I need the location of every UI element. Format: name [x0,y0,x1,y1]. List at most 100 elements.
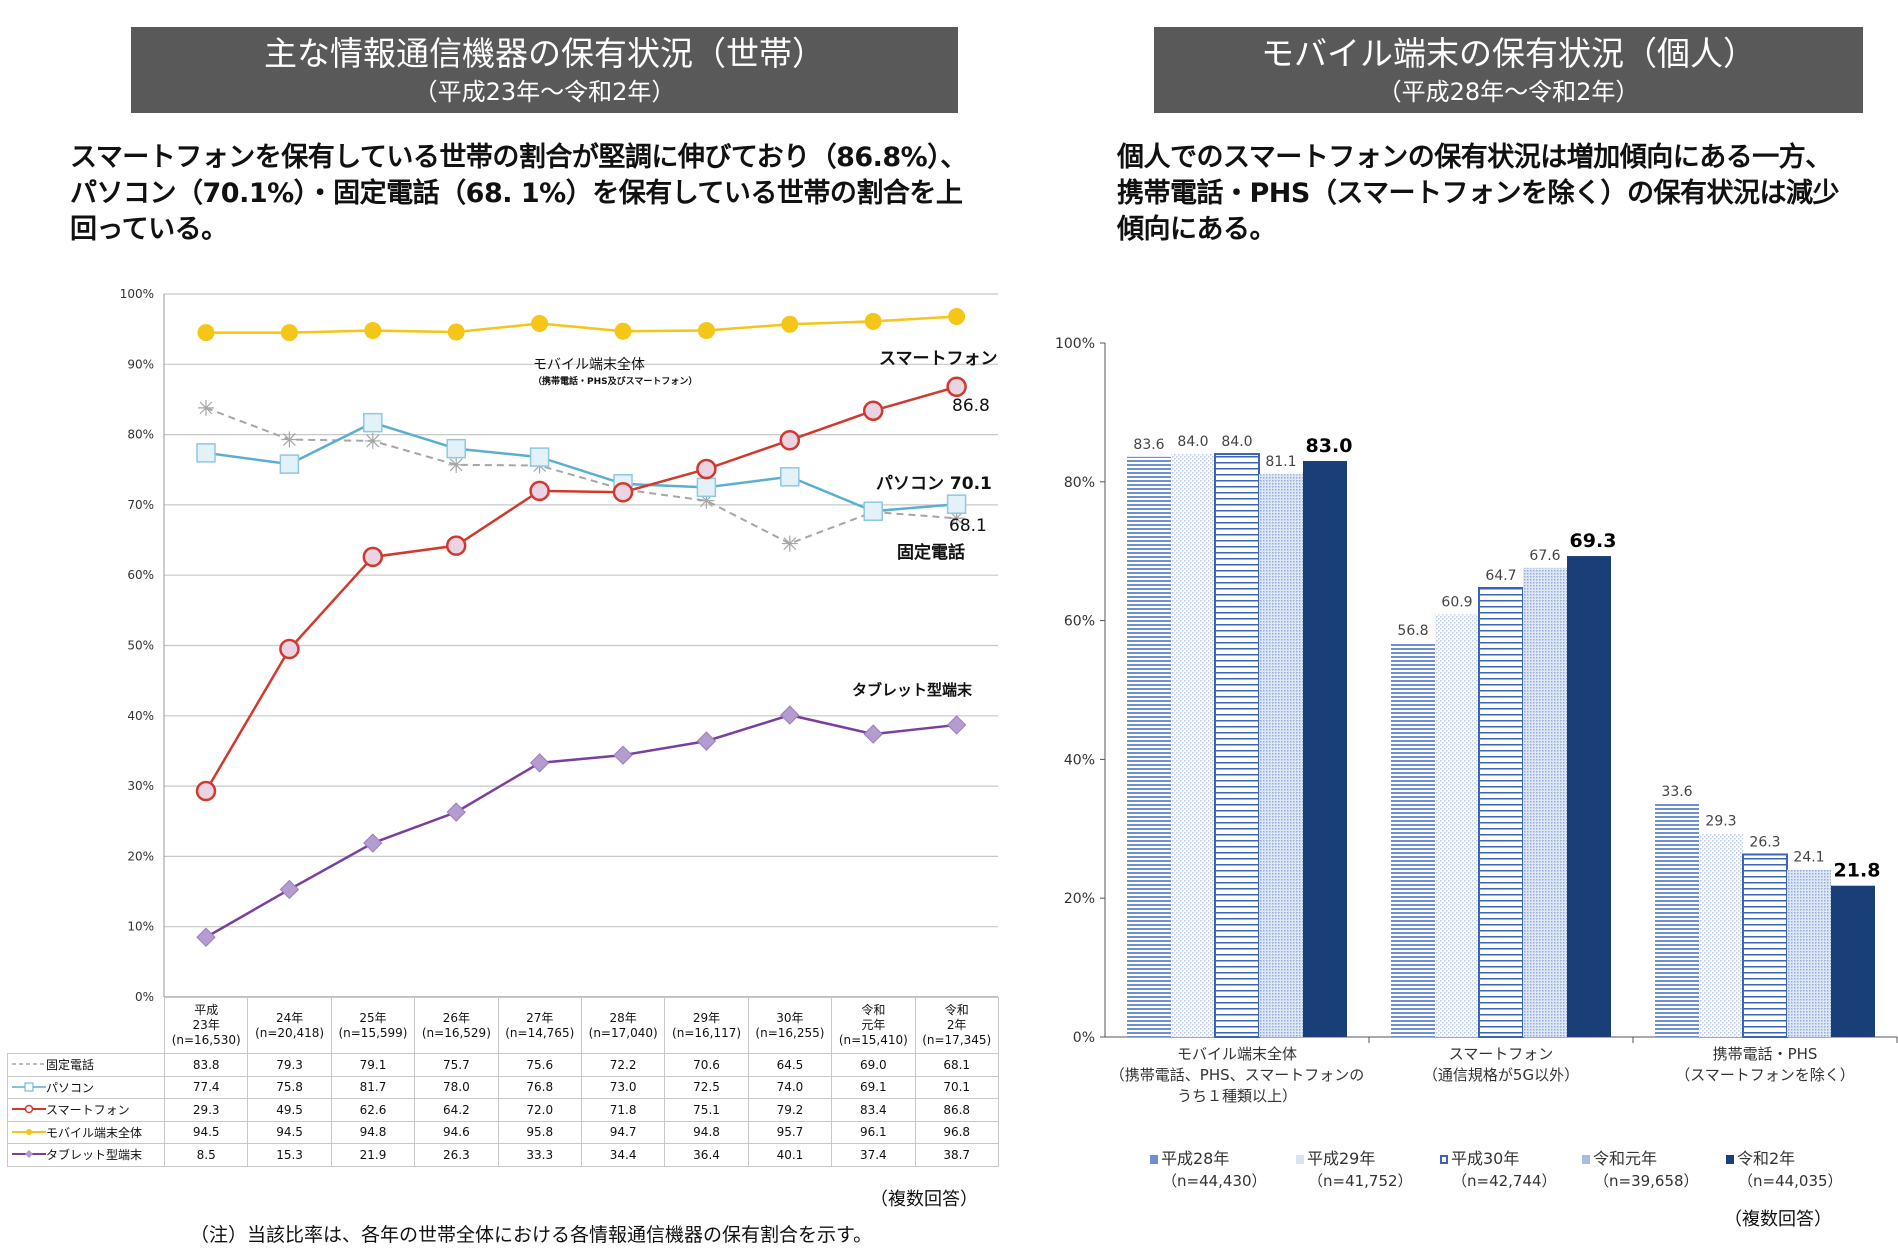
y-tick-label: 100% [120,287,154,301]
series-line-4 [205,713,957,939]
data-point-mobile [364,322,382,340]
y-tick-label: 40% [1064,752,1095,768]
bar-令和元年 [1523,567,1567,1037]
bar-平成30年 [1478,586,1524,1038]
category-label: 元年 [861,1018,886,1032]
category-label: うち１種類以上） [1177,1087,1297,1105]
legend-item: 令和2年 （n=44,035） [1726,1148,1843,1192]
legend-swatch-icon [1296,1155,1304,1164]
table-cell: 83.4 [831,1098,916,1122]
table-cell: 29.3 [163,1098,249,1122]
data-label: 33.6 [1661,784,1692,800]
legend-marker-icon [12,1148,46,1162]
data-point-tablet [613,745,633,765]
table-column-header: 25年 (n=15,599) [330,997,416,1054]
y-tick-label: 40% [127,709,154,723]
right-subtitle: （平成28年～令和2年） [1377,78,1640,106]
lead-line: 携帯電話・PHS（スマートフォンを除く）の保有状況は減少 [1117,178,1840,209]
bar-平成28年 [1391,642,1435,1037]
data-label: 84.0 [1177,434,1208,450]
left-subtitle: （平成23年～令和2年） [413,78,676,106]
table-row: スマートフォン 29.3 49.5 62.6 64.2 72.0 71.8 75.1 79.2 8… [7,1098,999,1122]
category-label: （携帯電話、PHS、スマートフォンの [1110,1066,1364,1084]
data-point-pc [863,501,883,521]
series-name: パソコン [46,1080,95,1095]
table-cell: 94.8 [330,1120,416,1144]
table-cell: 96.1 [831,1120,916,1144]
data-point-mobile [197,324,215,342]
annotation-smartphone: スマートフォン [879,349,998,369]
table-cell: 34.4 [580,1143,666,1167]
category-label: 30年 [776,1010,804,1025]
table-cell: 94.5 [247,1120,332,1144]
data-point-pc [946,494,967,514]
series-line-1 [205,421,957,513]
legend-label: 平成28年 [1161,1149,1230,1168]
table-cell: 94.7 [580,1120,666,1144]
series-line-0 [205,406,957,545]
data-point-landline [364,432,381,449]
table-cell: 95.7 [747,1120,833,1144]
table-row-label: パソコン [7,1075,165,1099]
data-point-tablet [780,705,800,725]
data-point-pc [696,477,717,498]
table-cell: 72.5 [664,1075,749,1099]
bar-平成30年 [1742,853,1788,1039]
lead-line: 傾向にある。 [1117,214,1277,245]
category-label: 23年 [192,1018,220,1032]
legend-label: 平成29年 [1307,1149,1376,1168]
y-tick-label: 100% [1055,336,1095,352]
table-row-label: タブレット型端末 [7,1143,165,1167]
y-tick-label: 20% [1064,891,1095,907]
data-label: 83.6 [1133,437,1164,453]
data-point-tablet [946,715,967,735]
data-point-smartphone [279,638,300,660]
data-label: 84.0 [1221,434,1252,450]
table-cell: 70.6 [664,1053,749,1077]
data-label: 81.1 [1265,454,1296,470]
data-point-pc [780,467,800,487]
table-cell: 75.7 [414,1053,499,1077]
y-tick-label: 70% [127,498,154,512]
table-cell: 74.0 [747,1075,833,1099]
table-cell: 75.6 [497,1053,582,1077]
table-cell: 81.7 [330,1075,416,1099]
table-row: パソコン 77.4 75.8 81.7 78.0 76.8 73.0 72.5 74.0 69.1… [7,1075,999,1099]
table-cell: 37.4 [831,1143,916,1167]
table-cell: 64.2 [414,1098,499,1122]
table-cell: 8.5 [163,1143,249,1167]
table-column-header: 令和 元年 (n=15,410) [831,997,916,1054]
bar-令和2年 [1831,885,1875,1037]
y-tick-label: 10% [127,920,154,934]
legend-item: 平成29年 （n=41,752） [1296,1148,1413,1192]
lead-line: 個人でのスマートフォンの保有状況は増加傾向にある一方、 [1117,142,1832,173]
table-column-header: 平成 23年 (n=16,530) [163,997,249,1054]
legend-item: 平成30年 （n=42,744） [1440,1148,1557,1192]
bar-平成29年 [1435,614,1479,1037]
table-row-label: モバイル端末全体 [7,1120,165,1144]
table-cell: 38.7 [914,1143,999,1167]
table-column-header: 26年 (n=16,529) [414,997,499,1054]
category-label: (n=20,418) [255,1025,325,1040]
table-cell: 95.8 [497,1120,582,1144]
table-cell: 62.6 [330,1098,416,1122]
table-cell: 83.8 [163,1053,249,1077]
table-cell: 72.0 [497,1098,582,1122]
lead-line: 回っている。 [70,214,228,245]
table-row: タブレット型端末 8.5 15.3 21.9 26.3 33.3 34.4 36.4 40.1 3… [7,1143,999,1167]
category-label: 携帯電話・PHS [1713,1045,1818,1063]
data-point-mobile [781,315,799,333]
table-row-label: スマートフォン [7,1098,165,1122]
category-label: (n=16,529) [421,1025,491,1040]
legend-sample-size: （n=44,035） [1738,1172,1843,1190]
legend-marker-icon [12,1126,46,1140]
data-point-smartphone [362,546,384,568]
table-cell: 33.3 [497,1143,582,1167]
data-point-tablet [529,753,550,773]
data-point-smartphone [696,458,717,480]
data-point-mobile [697,322,715,340]
data-point-tablet [696,731,717,751]
annotation-landline-value: 68.1 [949,516,987,536]
table-cell: 69.0 [831,1053,916,1077]
table-cell: 79.3 [247,1053,332,1077]
